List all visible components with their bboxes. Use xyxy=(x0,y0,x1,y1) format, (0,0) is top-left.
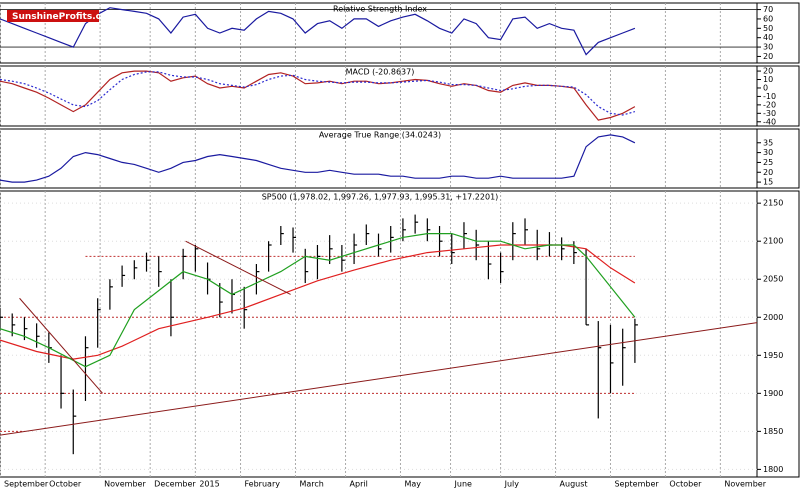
panel-title: Relative Strength Index xyxy=(333,5,427,14)
panel-title: MACD (-20.8637) xyxy=(346,68,415,77)
x-tick-label: May xyxy=(404,480,421,489)
x-tick-label: 2015 xyxy=(199,480,219,489)
panel xyxy=(0,65,800,127)
y-tick-label: -10 xyxy=(763,92,776,101)
indicator-line xyxy=(0,7,636,56)
y-tick-label: -40 xyxy=(763,117,776,126)
panel xyxy=(0,2,800,64)
panel xyxy=(0,128,800,189)
x-tick-label: September xyxy=(614,480,659,489)
y-tick-label: 30 xyxy=(763,148,773,157)
y-tick-label: 20 xyxy=(763,52,773,61)
logo: SunshineProfits.com xyxy=(12,12,117,22)
panel xyxy=(0,190,800,478)
y-tick-label: 35 xyxy=(763,138,773,147)
x-tick-label: February xyxy=(245,480,281,489)
x-tick-label: November xyxy=(724,480,766,489)
x-tick-label: June xyxy=(454,480,473,489)
x-tick-label: October xyxy=(49,480,82,489)
x-tick-label: September xyxy=(4,480,49,489)
x-tick-label: December xyxy=(154,480,196,489)
trend-line xyxy=(0,322,758,436)
trend-line xyxy=(19,297,103,394)
y-tick-label: 2100 xyxy=(763,237,783,246)
indicator-line xyxy=(0,70,636,121)
y-tick-label: 0 xyxy=(763,83,768,92)
indicator-line xyxy=(0,134,636,183)
x-tick-label: March xyxy=(299,480,323,489)
logo-box xyxy=(7,10,99,22)
y-tick-label: -30 xyxy=(763,109,776,118)
panel-title: SP500 (1,978.02, 1,997.26, 1,977.93, 1,9… xyxy=(262,193,499,202)
y-tick-label: 2050 xyxy=(763,275,783,284)
y-tick-label: 1800 xyxy=(763,465,783,474)
trend-line xyxy=(185,240,291,295)
y-tick-label: 20 xyxy=(763,168,773,177)
y-tick-label: 20 xyxy=(763,67,773,76)
y-tick-label: 2000 xyxy=(763,313,783,322)
y-tick-label: 10 xyxy=(763,75,773,84)
y-tick-label: 15 xyxy=(763,178,773,187)
y-tick-label: 2150 xyxy=(763,199,783,208)
y-tick-label: 50 xyxy=(763,24,773,33)
y-tick-label: 30 xyxy=(763,43,773,52)
x-tick-label: August xyxy=(560,480,588,489)
x-tick-label: October xyxy=(669,480,702,489)
x-tick-label: July xyxy=(504,480,520,489)
x-tick-label: April xyxy=(350,480,368,489)
y-tick-label: 60 xyxy=(763,14,773,23)
x-tick-label: November xyxy=(104,480,146,489)
moving-average xyxy=(0,233,636,368)
y-tick-label: 40 xyxy=(763,33,773,42)
indicator-line xyxy=(0,71,636,116)
y-tick-label: 70 xyxy=(763,5,773,14)
y-tick-label: 25 xyxy=(763,158,773,167)
y-tick-label: 1950 xyxy=(763,351,783,360)
panel-title: Average True Range (34.0243) xyxy=(319,131,441,140)
y-tick-label: -20 xyxy=(763,100,776,109)
y-tick-label: 1900 xyxy=(763,389,783,398)
y-tick-label: 1850 xyxy=(763,427,783,436)
